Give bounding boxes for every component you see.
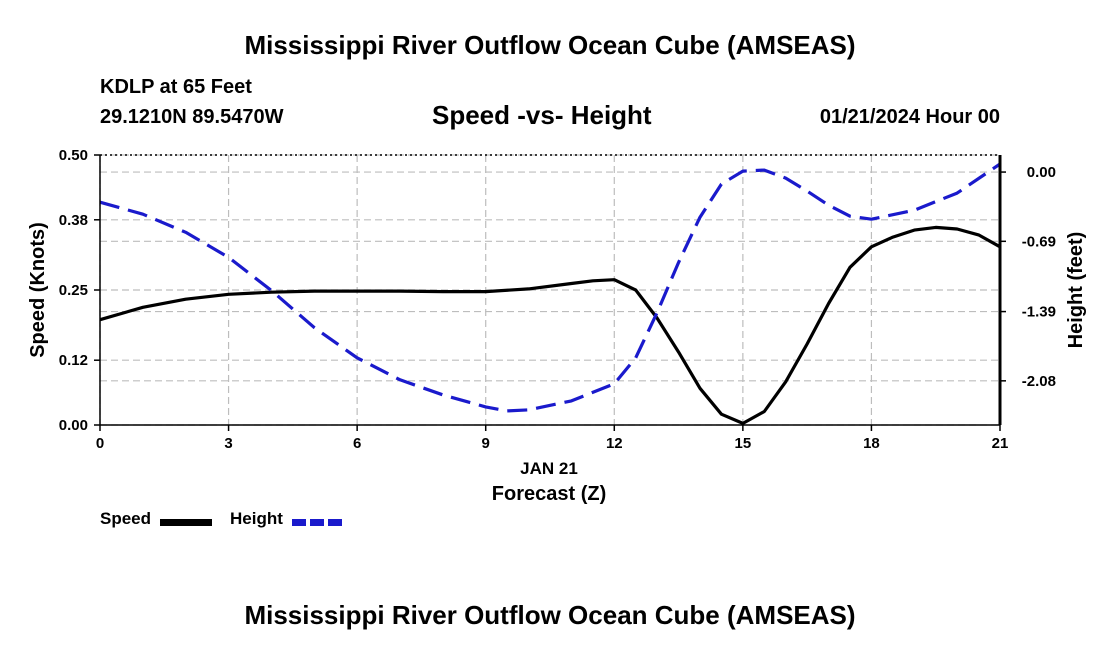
station-coordinates: 29.1210N 89.5470W	[100, 106, 284, 128]
footer-title: Mississippi River Outflow Ocean Cube (AM…	[244, 600, 856, 630]
y-tick-label: 0.00	[59, 417, 88, 434]
axis-labels: JAN 21 Forecast (Z) Speed (Knots) Height…	[27, 222, 1087, 505]
y-tick-label: 0.12	[59, 352, 88, 369]
legend-height-swatch	[292, 519, 342, 526]
x-tick-label: 3	[224, 435, 232, 452]
x-tick-label: 15	[735, 435, 752, 452]
x-tick-label: 12	[606, 435, 623, 452]
x-tick-label: 9	[482, 435, 490, 452]
speed-height-chart: 0 3 6 9 12 15 18 21 0.00 0.12 0.25 0.38 0.50 0.00 -0.6…	[27, 147, 1087, 505]
legend-speed-swatch	[160, 519, 212, 526]
y2-tick-label: -1.39	[1022, 304, 1056, 321]
y-tick-label: 0.25	[59, 282, 88, 299]
y2-tick-label: -0.69	[1022, 233, 1056, 250]
forecast-date: 01/21/2024 Hour 00	[819, 106, 1000, 128]
station-name: KDLP at 65 Feet	[100, 76, 252, 98]
series-line-speed	[99, 225, 1001, 425]
x-tick-label: 0	[96, 435, 104, 452]
main-title: Mississippi River Outflow Ocean Cube (AM…	[244, 30, 856, 60]
y2-axis-label: Height (feet)	[1065, 232, 1087, 349]
legend-height-label: Height	[230, 509, 283, 528]
x-tick-label: 18	[863, 435, 880, 452]
x-axis-date-label: JAN 21	[520, 459, 578, 478]
x-axis-label: Forecast (Z)	[492, 483, 606, 505]
chart-title: Speed -vs- Height	[432, 100, 652, 130]
axes: 0 3 6 9 12 15 18 21 0.00 0.12 0.25 0.38 0.50 0.00 -0.6…	[59, 147, 1056, 452]
y-tick-label: 0.38	[59, 212, 88, 229]
legend-speed-label: Speed	[100, 509, 152, 528]
series-layer	[99, 162, 1001, 425]
x-tick-label: 21	[992, 435, 1009, 452]
y2-tick-label: -2.08	[1022, 373, 1056, 390]
y-tick-label: 0.50	[59, 147, 88, 164]
x-tick-label: 6	[353, 435, 361, 452]
y-axis-label: Speed (Knots)	[27, 222, 49, 358]
grid	[99, 154, 1001, 426]
y2-tick-label: 0.00	[1027, 164, 1056, 181]
series-line-height	[99, 162, 1001, 413]
